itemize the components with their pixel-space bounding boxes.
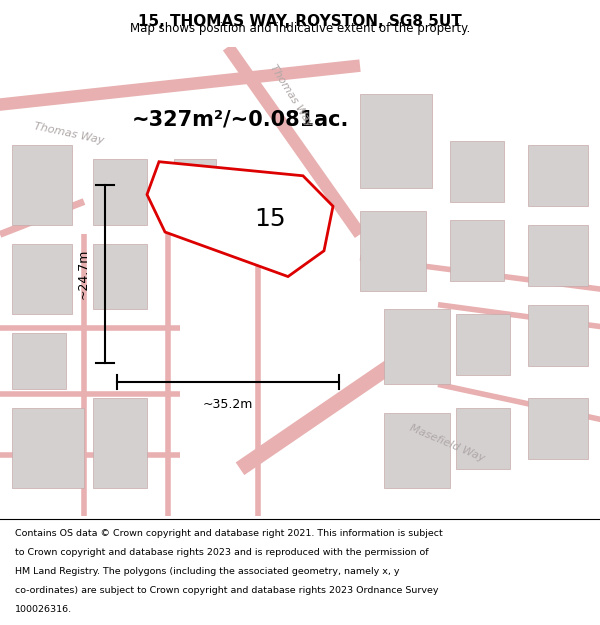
Text: ~24.7m: ~24.7m — [77, 249, 90, 299]
Text: 15, THOMAS WAY, ROYSTON, SG8 5UT: 15, THOMAS WAY, ROYSTON, SG8 5UT — [138, 14, 462, 29]
Text: HM Land Registry. The polygons (including the associated geometry, namely x, y: HM Land Registry. The polygons (includin… — [15, 567, 400, 576]
Text: Thomas Way: Thomas Way — [33, 121, 105, 146]
Bar — [456, 314, 510, 375]
Text: 100026316.: 100026316. — [15, 605, 72, 614]
Text: Map shows position and indicative extent of the property.: Map shows position and indicative extent… — [130, 22, 470, 35]
Text: ~35.2m: ~35.2m — [203, 399, 253, 411]
Polygon shape — [147, 162, 333, 276]
Bar — [174, 159, 216, 211]
Bar — [528, 304, 588, 366]
Bar — [360, 211, 426, 291]
Text: Masefield Way: Masefield Way — [408, 422, 486, 463]
Text: ~327m²/~0.081ac.: ~327m²/~0.081ac. — [131, 109, 349, 129]
Bar — [12, 145, 72, 225]
Text: co-ordinates) are subject to Crown copyright and database rights 2023 Ordnance S: co-ordinates) are subject to Crown copyr… — [15, 586, 439, 595]
Bar — [360, 94, 432, 188]
Bar — [456, 408, 510, 469]
Text: Thomas Way: Thomas Way — [268, 63, 314, 129]
Bar — [528, 225, 588, 286]
Bar — [12, 244, 72, 314]
Bar — [384, 412, 450, 488]
Bar — [450, 141, 504, 201]
Text: Contains OS data © Crown copyright and database right 2021. This information is : Contains OS data © Crown copyright and d… — [15, 529, 443, 538]
Bar — [93, 399, 147, 488]
Bar — [12, 408, 84, 488]
Text: to Crown copyright and database rights 2023 and is reproduced with the permissio: to Crown copyright and database rights 2… — [15, 548, 428, 557]
Bar — [93, 159, 147, 225]
Bar — [528, 145, 588, 206]
Bar — [93, 244, 147, 309]
Bar — [528, 399, 588, 459]
Bar — [384, 309, 450, 384]
Bar — [12, 332, 66, 389]
Bar — [450, 220, 504, 281]
Text: 15: 15 — [254, 207, 286, 231]
